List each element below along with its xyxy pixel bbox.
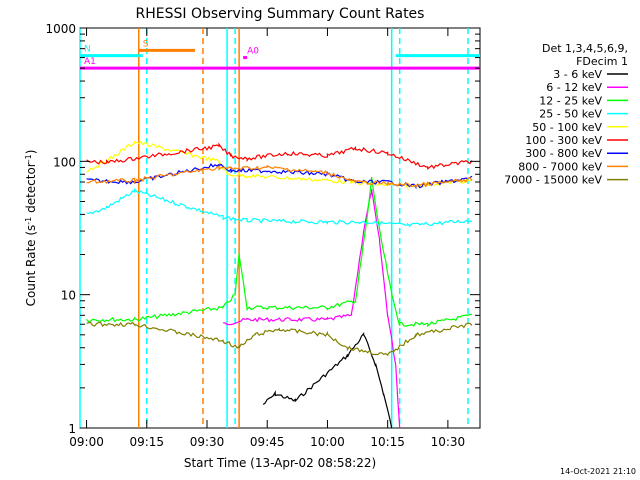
- legend-label-6: 300 - 800 keV: [525, 147, 602, 160]
- legend-label-7: 800 - 7000 keV: [518, 160, 602, 173]
- plot-frame: [79, 27, 481, 429]
- y-tick-label-0: 1: [68, 422, 76, 436]
- legend-label-1: 6 - 12 keV: [546, 81, 602, 94]
- legend-header-line-2: FDecim 1: [576, 55, 628, 68]
- legend-label-8: 7000 - 15000 keV: [504, 174, 602, 187]
- series-line-7: [86, 165, 473, 188]
- vertical-markers: [79, 28, 469, 428]
- x-tick-label-4: 10:00: [310, 435, 345, 449]
- generation-timestamp: 14-Oct-2021 21:10: [560, 467, 636, 476]
- y-tick-label-2: 100: [53, 155, 76, 169]
- chart-title: RHESSI Observing Summary Count Rates: [136, 6, 425, 22]
- x-tick-label-6: 10:30: [431, 435, 466, 449]
- legend-label-0: 3 - 6 keV: [553, 68, 602, 81]
- series-line-5: [86, 142, 473, 171]
- y-axis-ticks: 1 10 100 1000: [45, 22, 480, 436]
- series-line-8: [86, 321, 473, 357]
- y-tick-label-1: 10: [61, 289, 76, 303]
- series-line-0: [262, 332, 393, 429]
- series-line-1: [223, 189, 401, 429]
- x-axis-label: Start Time (13-Apr-02 08:58:22): [184, 456, 376, 470]
- legend-label-5: 100 - 300 keV: [525, 134, 602, 147]
- flag-label-N: N: [84, 45, 91, 55]
- legend-label-4: 50 - 100 keV: [532, 121, 602, 134]
- flag-label-A1: A1: [84, 57, 96, 67]
- x-axis-ticks: 09:00 09:15 09:30 09:45 10:00 10:15 10:30: [69, 28, 465, 449]
- flag-bars: S N A0 A1: [80, 39, 480, 70]
- legend-header-line-1: Det 1,3,4,5,6,9,: [542, 42, 628, 55]
- y-tick-label-3: 1000: [45, 22, 76, 36]
- legend-label-2: 12 - 25 keV: [539, 94, 602, 107]
- x-tick-label-3: 09:45: [250, 435, 285, 449]
- flag-label-A0: A0: [247, 47, 259, 57]
- series-line-3: [86, 187, 473, 227]
- y-axis-label: Count Rate (s-1 detector-1): [24, 150, 39, 307]
- x-tick-label-1: 09:15: [129, 435, 164, 449]
- series-line-2: [86, 176, 473, 328]
- x-tick-label-0: 09:00: [69, 435, 104, 449]
- legend-label-3: 25 - 50 keV: [539, 108, 602, 121]
- series-group: [86, 140, 473, 429]
- flag-label-S: S: [143, 39, 149, 49]
- x-tick-label-5: 10:15: [370, 435, 405, 449]
- series-line-4: [86, 140, 473, 191]
- x-tick-label-2: 09:30: [190, 435, 225, 449]
